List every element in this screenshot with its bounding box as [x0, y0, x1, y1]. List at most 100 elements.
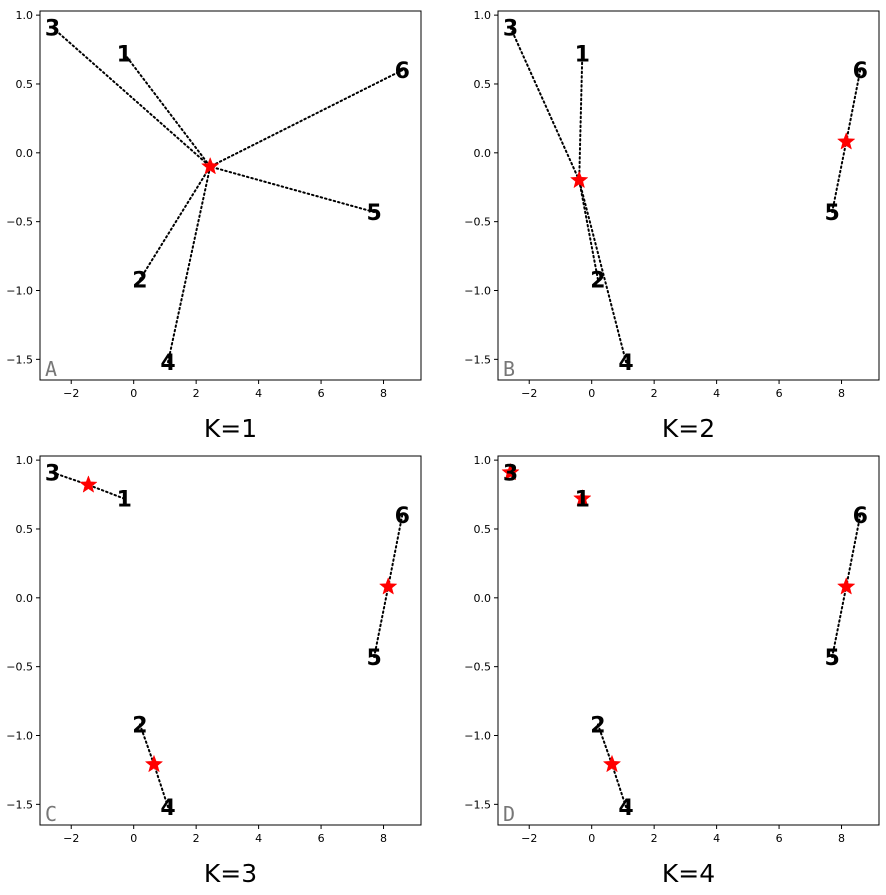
- y-tick-label: 1.0: [474, 9, 492, 22]
- subplot-title: K=1: [204, 414, 257, 443]
- y-tick-label: 1.0: [16, 9, 34, 22]
- point-label-2: 2: [132, 268, 147, 293]
- connector-line: [167, 165, 212, 364]
- subplot-title: K=4: [662, 859, 715, 888]
- connector-line: [578, 52, 584, 182]
- x-tick-label: 4: [713, 832, 720, 845]
- y-tick-label: −1.5: [6, 798, 33, 811]
- panel-letter: D: [503, 802, 515, 826]
- y-tick-label: −1.0: [464, 285, 491, 298]
- connector-line: [831, 585, 848, 659]
- x-tick-label: −2: [521, 832, 537, 845]
- point-label-5: 5: [366, 646, 381, 671]
- x-tick-label: 0: [130, 387, 137, 400]
- connector-line: [509, 26, 581, 182]
- axes-frame: [39, 455, 422, 826]
- point-label-5: 5: [366, 201, 381, 226]
- point-label-4: 4: [160, 351, 175, 376]
- point-label-2: 2: [590, 268, 605, 293]
- panel-letter: A: [45, 357, 57, 381]
- x-tick-label: 4: [713, 387, 720, 400]
- connector-line: [373, 585, 390, 659]
- connector-line: [845, 514, 862, 588]
- centroid-star: [836, 132, 856, 150]
- x-tick-label: 6: [776, 832, 783, 845]
- point-label-1: 1: [117, 43, 132, 68]
- panel-a: −2 0 2 4 6 8 −1.5 −1.0 −0.5 0.0 0.5 1.0 1 2 3 4 5 6 A K=1: [6, 9, 422, 443]
- y-tick-label: 0.0: [16, 592, 34, 605]
- x-tick-label: −2: [63, 832, 79, 845]
- panel-d: −2 0 2 4 6 8 −1.5 −1.0 −0.5 0.0 0.5 1.0 1 2 3 4 5 6 D K=4: [464, 454, 880, 888]
- axes-frame: [497, 10, 880, 381]
- panel-letter: B: [503, 357, 515, 381]
- connector-line: [138, 723, 155, 766]
- connector-line: [845, 69, 862, 143]
- y-tick-label: −1.5: [464, 353, 491, 366]
- y-tick-label: −0.5: [464, 216, 491, 229]
- connector-line: [138, 165, 212, 281]
- y-tick-label: 1.0: [474, 454, 492, 467]
- point-label-5: 5: [824, 646, 839, 671]
- panel-c: −2 0 2 4 6 8 −1.5 −1.0 −0.5 0.0 0.5 1.0 1 2 3 4 5 6 C K=3: [6, 454, 422, 888]
- x-tick-label: 0: [588, 832, 595, 845]
- y-tick-label: −1.5: [464, 798, 491, 811]
- y-tick-label: 1.0: [16, 454, 34, 467]
- point-label-1: 1: [575, 488, 590, 513]
- x-tick-label: 2: [651, 387, 658, 400]
- centroid-star: [144, 754, 164, 773]
- centroid-star: [501, 462, 520, 481]
- connector-line: [578, 179, 628, 364]
- connector-line: [87, 483, 126, 500]
- y-tick-label: 0.5: [16, 523, 34, 536]
- x-tick-label: 2: [651, 832, 658, 845]
- x-tick-label: 0: [588, 387, 595, 400]
- axes-frame: [497, 455, 880, 826]
- connector-line: [831, 140, 848, 214]
- point-label-2: 2: [590, 713, 605, 738]
- centroid-star: [200, 156, 220, 175]
- y-tick-label: −1.0: [464, 730, 491, 743]
- connector-line: [596, 723, 613, 766]
- connector-line: [123, 52, 212, 168]
- x-tick-label: −2: [521, 387, 537, 400]
- point-label-3: 3: [45, 462, 60, 487]
- subplot-title: K=3: [204, 859, 257, 888]
- point-label-3: 3: [45, 17, 60, 42]
- point-label-3: 3: [503, 17, 518, 42]
- point-label-4: 4: [618, 796, 633, 821]
- centroid-star: [602, 754, 622, 773]
- centroid-star: [79, 475, 98, 493]
- y-tick-label: −1.0: [6, 285, 33, 298]
- connector-line: [152, 763, 170, 809]
- connector-line: [610, 763, 628, 809]
- centroid-star: [836, 577, 856, 595]
- panel-b: −2 0 2 4 6 8 −1.5 −1.0 −0.5 0.0 0.5 1.0 1 2 3 4 5 6 B K=2: [464, 9, 880, 443]
- y-tick-label: 0.5: [474, 523, 492, 536]
- point-label-3: 3: [503, 462, 518, 487]
- subplot-title: K=2: [662, 414, 715, 443]
- x-tick-label: −2: [63, 387, 79, 400]
- y-tick-label: −1.5: [6, 353, 33, 366]
- y-tick-label: 0.5: [16, 78, 34, 91]
- point-label-5: 5: [824, 201, 839, 226]
- point-label-6: 6: [395, 59, 410, 84]
- axes-frame: [39, 10, 422, 381]
- connector-line: [209, 165, 376, 214]
- x-tick-label: 2: [193, 387, 200, 400]
- connector-line: [51, 26, 212, 168]
- point-label-2: 2: [132, 713, 147, 738]
- y-tick-label: 0.0: [16, 147, 34, 160]
- point-label-4: 4: [160, 796, 175, 821]
- y-tick-label: −1.0: [6, 730, 33, 743]
- x-tick-label: 4: [255, 832, 262, 845]
- centroid-star: [573, 488, 592, 507]
- y-tick-label: −0.5: [464, 661, 491, 674]
- x-tick-label: 2: [193, 832, 200, 845]
- x-tick-label: 8: [380, 832, 387, 845]
- connector-line: [209, 69, 404, 168]
- point-label-1: 1: [117, 488, 132, 513]
- x-tick-label: 6: [776, 387, 783, 400]
- y-tick-label: −0.5: [6, 216, 33, 229]
- x-tick-label: 6: [318, 387, 325, 400]
